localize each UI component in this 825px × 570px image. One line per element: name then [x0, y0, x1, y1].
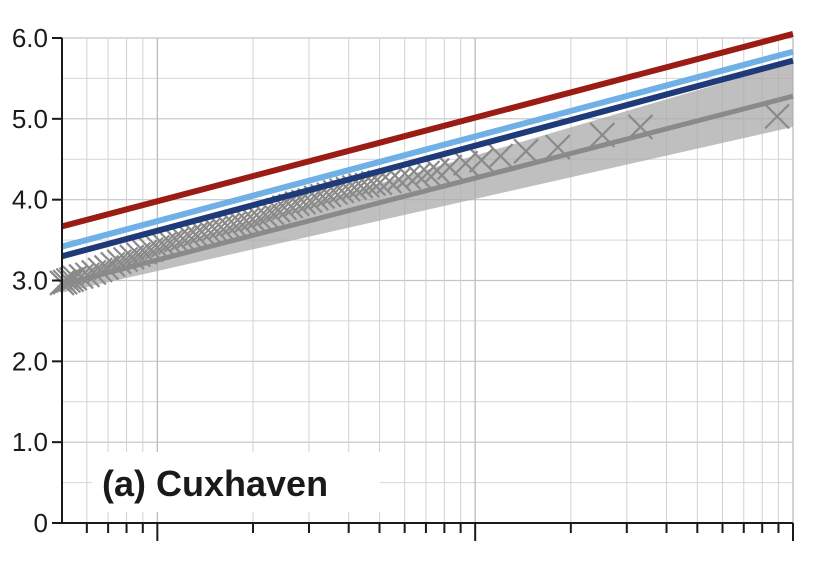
- observation-marker-stroke: [513, 138, 539, 164]
- observation-marker-stroke: [125, 241, 152, 268]
- observation-marker-stroke: [764, 103, 790, 130]
- observation-marker-stroke: [119, 244, 145, 270]
- y-tick-label: 6.0: [12, 23, 48, 53]
- observation-point: [405, 162, 431, 189]
- observation-marker-stroke: [252, 202, 279, 228]
- y-tick-label: 1.0: [12, 427, 48, 457]
- observation-marker-stroke: [386, 166, 412, 193]
- observation-marker-stroke: [376, 168, 403, 194]
- panel-label: (a) Cuxhaven: [102, 463, 328, 504]
- observation-marker-stroke: [144, 234, 171, 261]
- observation-marker-stroke: [74, 262, 101, 288]
- observation-marker-stroke: [452, 150, 479, 177]
- observation-marker-stroke: [360, 170, 387, 197]
- labels: (a) Cuxhaven: [92, 452, 380, 512]
- series-line: [61, 31, 794, 230]
- observation-point: [513, 138, 539, 164]
- observation-marker-stroke: [405, 162, 431, 189]
- observation-marker-stroke: [112, 246, 139, 273]
- observation-point: [246, 204, 272, 231]
- observation-marker-stroke: [545, 134, 571, 160]
- observation-marker-stroke: [367, 169, 393, 196]
- observation-marker-stroke: [395, 164, 422, 190]
- observation-marker-stroke: [258, 199, 285, 226]
- series-lines: [61, 31, 794, 287]
- observation-point: [436, 154, 463, 181]
- axes: 0 1.0 2.0 3.0 4.0 5.0 6.0: [12, 23, 794, 541]
- observation-marker-stroke: [138, 237, 164, 263]
- series-line: [61, 57, 794, 260]
- observation-marker-stroke: [131, 239, 158, 265]
- y-tick-label: 2.0: [12, 346, 48, 376]
- observation-point: [150, 232, 177, 258]
- observation-point: [414, 160, 441, 186]
- observation-marker-stroke: [589, 122, 616, 148]
- observation-marker-stroke: [468, 147, 495, 173]
- observation-marker-stroke: [627, 114, 654, 140]
- observation-point: [452, 150, 479, 177]
- observation-point: [74, 262, 101, 288]
- observation-point: [487, 143, 514, 169]
- panel-label-background: [92, 452, 380, 512]
- observation-marker-stroke: [436, 154, 463, 181]
- y-tick-label: 4.0: [12, 185, 48, 215]
- y-tick-label: 0: [34, 508, 48, 538]
- observation-marker-stroke: [246, 204, 272, 231]
- series-line: [61, 93, 794, 287]
- y-tick-label: 5.0: [12, 104, 48, 134]
- observation-point: [764, 103, 790, 130]
- observation-marker-stroke: [414, 160, 441, 186]
- observation-marker-stroke: [487, 143, 514, 169]
- y-tick-label: 3.0: [12, 266, 48, 296]
- series-line: [61, 48, 794, 250]
- observation-marker-stroke: [150, 232, 177, 258]
